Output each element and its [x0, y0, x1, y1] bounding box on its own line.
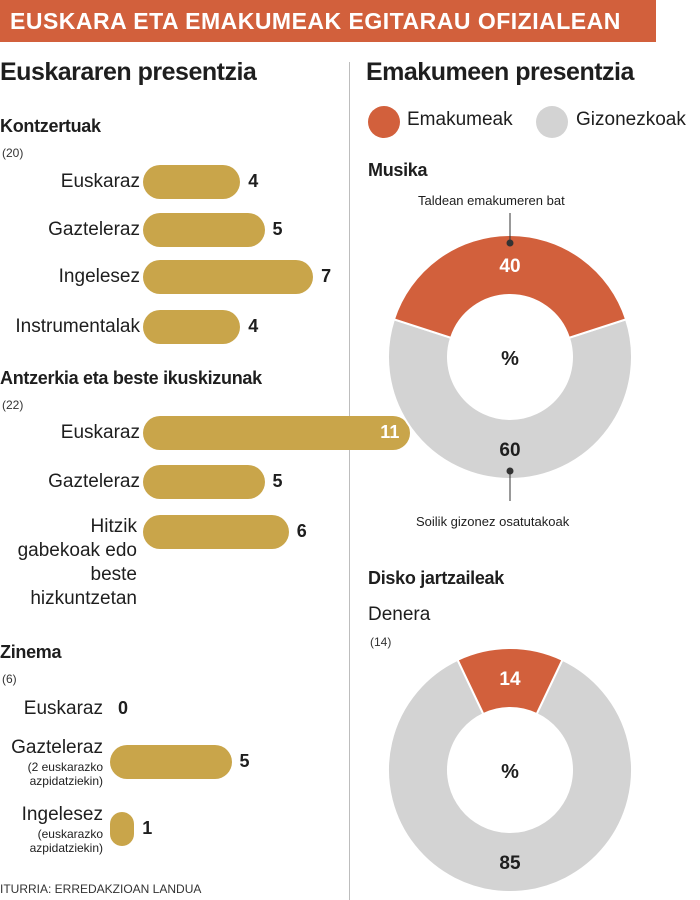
bar	[143, 310, 241, 344]
concerts-count: (20)	[2, 146, 24, 160]
bar-category-label: Hitzik gabekoak edo beste hizkuntzetan	[7, 515, 137, 611]
bar-category-label: Gazteleraz (2 euskarazko azpidatziekin)	[0, 736, 103, 788]
bar-category-text: Euskaraz	[60, 171, 140, 192]
bar	[110, 812, 135, 846]
donut-value-label: 85	[499, 853, 521, 874]
bar-category-text: Hitzik gabekoak edo beste hizkuntzetan	[17, 516, 137, 609]
bar	[143, 165, 241, 199]
bar-category-text: Euskaraz	[60, 422, 140, 443]
source-note: ITURRIA: ERREDAKZIOAN LANDUA	[0, 882, 202, 896]
bar-category-label: Euskaraz	[61, 421, 140, 445]
column-divider	[349, 62, 350, 900]
bar-category-label: Gazteleraz	[48, 218, 140, 242]
theatre-count: (22)	[2, 398, 24, 412]
bar	[143, 465, 265, 499]
bar-category-label: Euskaraz	[61, 170, 140, 194]
bar-category-label: Ingelesez	[59, 265, 140, 289]
bar	[143, 213, 265, 247]
dj-subtitle: Denera	[368, 604, 431, 625]
bar-category-text: Gazteleraz	[48, 219, 140, 240]
donut-slice	[387, 658, 633, 893]
bar-value-label: 11	[380, 422, 400, 442]
bar-category-label: Instrumentalak	[15, 315, 140, 339]
bar	[143, 260, 314, 294]
right-column-title: Emakumeen presentzia	[366, 58, 634, 86]
bar-value-label: 5	[239, 751, 250, 771]
donut-slice	[456, 647, 564, 716]
bar-category-note: (2 euskarazko azpidatziekin)	[27, 760, 103, 788]
bar-value-label: 1	[142, 818, 153, 838]
bar-value-label: 5	[272, 471, 283, 491]
bar-value-label: 6	[296, 521, 307, 541]
bar-category-label: Ingelesez (euskarazko azpidatziekin)	[3, 803, 103, 855]
bar-category-label: Gazteleraz	[48, 470, 140, 494]
left-column-title: Euskararen presentzia	[0, 58, 257, 86]
music-men-slice-label: Soilik gizonez osatutakoak	[416, 514, 570, 529]
bar	[143, 515, 289, 549]
bar-category-text: Instrumentalak	[15, 316, 140, 337]
bar	[110, 745, 232, 779]
donut-center-label: %	[501, 761, 519, 783]
legend-men-label: Gizonezkoak	[576, 109, 686, 130]
donut-slice	[387, 318, 633, 480]
dj-count: (14)	[370, 635, 392, 649]
bar-category-text: Ingelesez	[58, 266, 140, 287]
music-women-slice-label: Taldean emakumeren bat	[418, 193, 565, 208]
bar-category-text: Euskaraz	[23, 698, 103, 719]
donut-slice	[392, 234, 628, 340]
bar-category-text: Ingelesez	[21, 804, 103, 825]
theatre-title: Antzerkia eta beste ikuskizunak	[0, 368, 262, 388]
bar-value-label: 4	[248, 171, 259, 191]
cinema-title: Zinema	[0, 642, 62, 662]
dj-title: Disko jartzaileak	[368, 568, 504, 588]
bar-value-label: 7	[321, 266, 332, 286]
donut-center-label: %	[501, 348, 519, 370]
bar-value-label: 5	[272, 219, 283, 239]
leader-dot	[506, 239, 514, 247]
legend-men-swatch	[536, 106, 568, 138]
bar-category-note: (euskarazko azpidatziekin)	[29, 827, 103, 855]
bar-category-text: Gazteleraz	[11, 737, 103, 758]
bar-category-text: Gazteleraz	[48, 471, 140, 492]
donut-value-label: 14	[499, 669, 521, 690]
leader-dot	[506, 467, 514, 475]
legend-women-swatch	[368, 106, 400, 138]
legend-women-label: Emakumeak	[407, 109, 513, 130]
bar-value-label: 0	[118, 698, 129, 718]
cinema-count: (6)	[2, 672, 17, 686]
bar	[143, 416, 411, 450]
donut-value-label: 40	[499, 256, 520, 277]
music-title: Musika	[368, 160, 428, 180]
concerts-title: Kontzertuak	[0, 116, 101, 136]
bar-category-label: Euskaraz	[24, 697, 103, 721]
donut-value-label: 60	[499, 440, 520, 461]
page-title: EUSKARA ETA EMAKUMEAK EGITARAU OFIZIALEA…	[0, 0, 656, 42]
bar-value-label: 4	[248, 316, 259, 336]
